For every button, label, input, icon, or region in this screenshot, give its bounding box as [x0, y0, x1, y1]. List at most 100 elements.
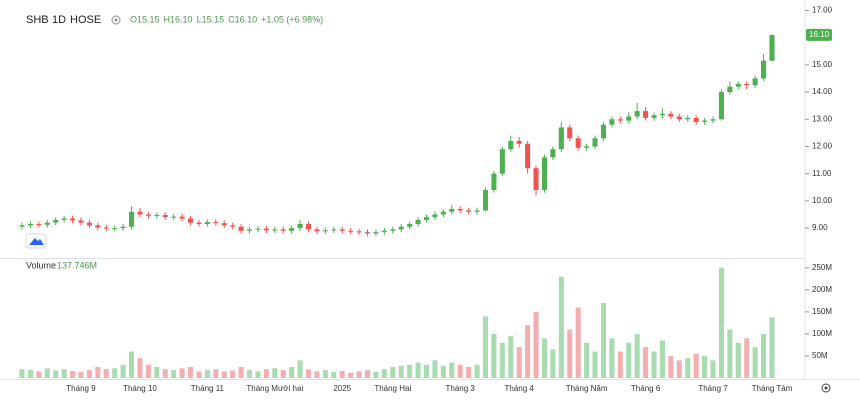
volume-bar — [718, 267, 724, 378]
ohlc-value: +1.05 (+6.98%) — [261, 14, 323, 24]
candle-body — [61, 218, 67, 220]
candle-body — [651, 115, 657, 118]
x-tick-label: Tháng Năm — [566, 384, 608, 393]
candle-body — [659, 113, 665, 116]
candle-body — [289, 228, 295, 231]
y-tick-label: 14.00 — [812, 87, 833, 96]
volume-bar — [381, 369, 387, 378]
candle-body — [247, 229, 253, 231]
volume-bar — [710, 360, 716, 378]
candle-body — [162, 215, 168, 218]
candle-body — [314, 229, 320, 232]
x-tick-label: Tháng 10 — [123, 384, 157, 393]
candle-body — [432, 214, 438, 218]
volume-bar — [702, 355, 708, 378]
candle-body — [668, 113, 674, 117]
volume-bar — [120, 364, 126, 378]
volume-bar — [112, 368, 118, 378]
candle-body — [112, 228, 118, 230]
volume-bar — [44, 368, 50, 378]
candle-body — [230, 225, 236, 227]
candle-body — [373, 232, 379, 234]
volume-bar — [221, 371, 227, 378]
volume-bar — [499, 342, 505, 378]
ohlc-legend: O15.15 H16.10 L15.15 C16.10 +1.05 (+6.98%) — [130, 14, 323, 24]
volume-bar — [685, 358, 691, 378]
candle-body — [331, 229, 337, 231]
candle-body — [221, 223, 227, 226]
candle-body — [137, 211, 143, 215]
volume-bar — [761, 333, 767, 378]
volume-bar — [584, 342, 590, 378]
volume-tick-label: 200M — [812, 285, 832, 294]
visibility-icon[interactable] — [111, 15, 121, 25]
volume-bar — [449, 362, 455, 378]
candle-body — [204, 222, 210, 224]
candle-body — [440, 211, 446, 215]
x-tick-label: Tháng Mười hai — [246, 384, 303, 393]
volume-bar — [558, 276, 564, 378]
candle-body — [171, 216, 177, 218]
candle-body — [449, 209, 455, 212]
candle-body — [752, 78, 758, 86]
volume-tick-label: 100M — [812, 329, 832, 338]
volume-bar — [676, 360, 682, 378]
volume-bar — [769, 317, 775, 378]
volume-bar — [525, 325, 531, 378]
candle-body — [499, 149, 505, 174]
candle-body — [196, 222, 202, 224]
volume-bar — [86, 370, 92, 378]
ohlc-value: C16.10 — [228, 14, 257, 24]
logo[interactable] — [25, 233, 47, 249]
volume-bar — [289, 366, 295, 378]
volume-bar — [466, 366, 472, 378]
volume-bar — [188, 366, 194, 378]
volume-bar — [95, 366, 101, 378]
candle-body — [617, 119, 623, 121]
volume-bar — [339, 370, 345, 378]
volume-bar — [230, 370, 236, 378]
candle-body — [255, 228, 261, 230]
candle-body — [558, 127, 564, 150]
volume-bar — [415, 362, 421, 378]
candle-body — [297, 223, 303, 229]
candle-body — [70, 218, 76, 221]
volume-bar — [634, 333, 640, 378]
volume-bar — [53, 370, 59, 378]
candle-body — [634, 111, 640, 117]
candle-body — [129, 211, 135, 227]
volume-bar — [693, 353, 699, 378]
candle-body — [238, 226, 244, 231]
volume-bar — [744, 338, 750, 378]
x-tick-label: Tháng 3 — [446, 384, 476, 393]
volume-bar — [423, 364, 430, 378]
candle-body — [482, 189, 489, 211]
candle-body — [592, 138, 598, 147]
candle-body — [575, 138, 581, 148]
volume-value: 137.746M — [57, 260, 97, 270]
last-price-label: 16.10 — [809, 30, 830, 39]
volume-bar — [129, 351, 135, 378]
candle-body — [600, 124, 606, 139]
candle-body — [735, 83, 741, 87]
candle-body — [305, 223, 312, 230]
volume-bar — [643, 347, 649, 378]
volume-bar — [348, 372, 354, 378]
candle-body — [407, 223, 413, 227]
volume-bar — [19, 369, 25, 378]
y-tick-label: 10.00 — [812, 196, 833, 205]
candle-body — [718, 92, 724, 120]
candle-body — [702, 120, 708, 122]
candle-body — [188, 218, 194, 223]
candle-body — [769, 34, 775, 61]
volume-bar — [213, 369, 219, 378]
last-price-badge — [806, 28, 832, 41]
volume-bar — [609, 338, 615, 378]
candle-body — [154, 215, 160, 217]
settings-icon[interactable] — [821, 383, 831, 393]
candle-body — [44, 222, 50, 225]
volume-label: Volume — [26, 260, 56, 270]
volume-bar — [179, 368, 185, 378]
volume-bar — [331, 371, 337, 378]
